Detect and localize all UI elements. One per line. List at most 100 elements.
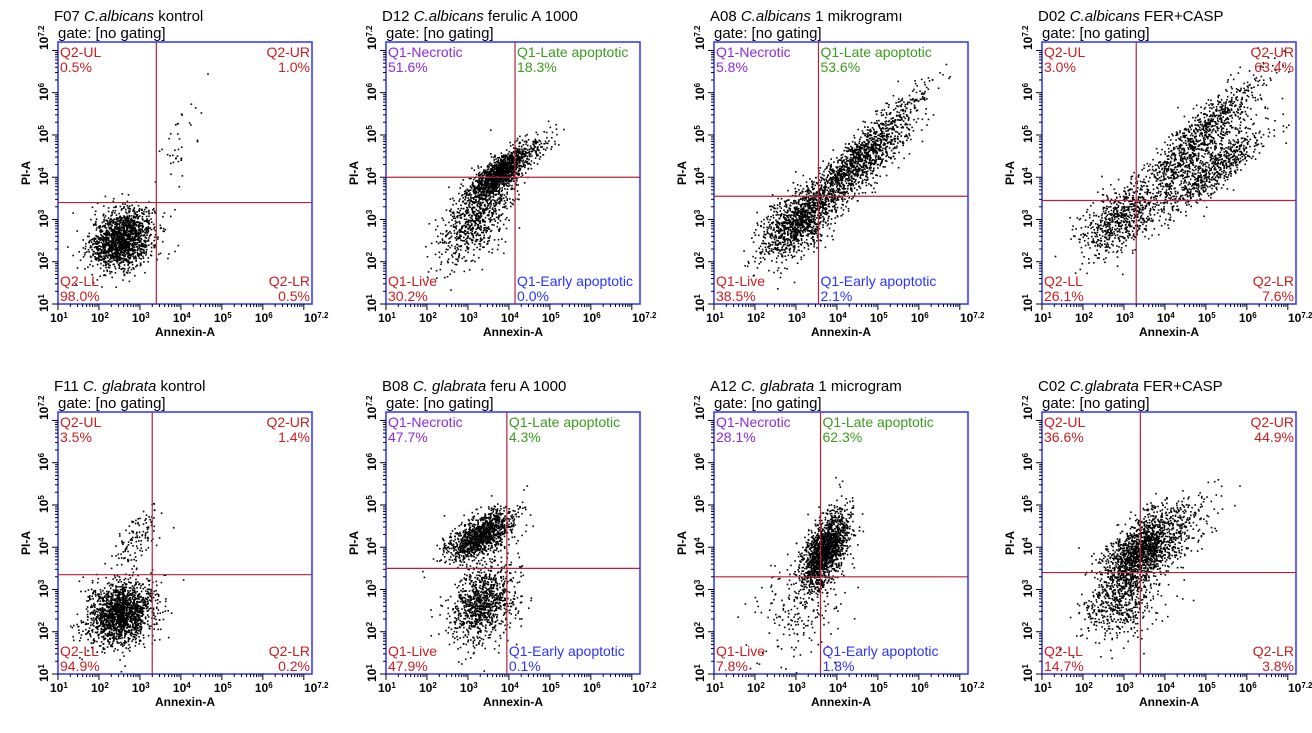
event-dot [476, 196, 478, 198]
event-dot [130, 222, 132, 224]
event-dot [480, 234, 482, 236]
event-dot [783, 209, 785, 211]
event-dot [170, 174, 172, 176]
event-dot [446, 242, 448, 244]
event-dot [110, 254, 112, 256]
event-dot [476, 205, 478, 207]
event-dot [781, 213, 783, 215]
event-dot [522, 140, 524, 142]
event-dot [804, 242, 806, 244]
event-dot [546, 147, 548, 149]
event-dot [545, 141, 547, 143]
event-dot [519, 161, 521, 163]
event-dot [126, 235, 128, 237]
event-dot [466, 238, 468, 240]
event-dot [531, 148, 533, 150]
event-dot [144, 244, 146, 246]
event-dot [129, 258, 131, 260]
event-dot [530, 145, 532, 147]
event-dot [766, 217, 768, 219]
event-dot [468, 206, 470, 208]
event-dot [120, 221, 122, 223]
event-dot [500, 160, 502, 162]
event-dot [780, 210, 782, 212]
event-dot [125, 216, 127, 218]
event-dot [133, 209, 135, 211]
event-dot [497, 161, 499, 163]
event-dot [808, 248, 810, 250]
event-dot [157, 238, 159, 240]
quadrant-ll-value: 98.0% [60, 288, 100, 304]
event-dot [138, 226, 140, 228]
event-dot [481, 202, 483, 204]
event-dot [776, 240, 778, 242]
event-dot [556, 128, 558, 130]
event-dot [794, 239, 796, 241]
event-dot [469, 238, 471, 240]
event-dot [835, 207, 837, 209]
event-dot [148, 237, 150, 239]
event-dot [446, 249, 448, 251]
event-dot [450, 198, 452, 200]
event-dot [148, 226, 150, 228]
event-dot [474, 192, 476, 194]
event-dot [125, 211, 127, 213]
event-dot [116, 220, 118, 222]
event-dot [487, 179, 489, 181]
quadrant-lr-name: Q2-LR [269, 273, 310, 289]
event-dot [133, 221, 135, 223]
event-dot [478, 221, 480, 223]
event-dot [142, 223, 144, 225]
event-dot [126, 213, 128, 215]
event-dot [478, 212, 480, 214]
event-dot [454, 264, 456, 266]
event-dot [112, 210, 114, 212]
event-dot [524, 162, 526, 164]
event-dot [151, 255, 153, 257]
event-dot [494, 156, 496, 158]
event-dot [804, 247, 806, 249]
event-dot [785, 203, 787, 205]
event-dot [179, 138, 181, 140]
event-dot [511, 161, 513, 163]
event-dot [122, 268, 124, 270]
event-dot [136, 246, 138, 248]
event-dot [504, 173, 506, 175]
event-dot [825, 222, 827, 224]
event-dot [134, 223, 136, 225]
event-dot [507, 188, 509, 190]
y-axis-label: PI-A [347, 161, 361, 185]
event-dot [758, 248, 760, 250]
event-dot [135, 266, 137, 268]
event-dot [522, 160, 524, 162]
event-dot [146, 234, 148, 236]
event-dot [784, 201, 786, 203]
event-dot [814, 217, 816, 219]
event-dot [793, 249, 795, 251]
event-dot [124, 256, 126, 258]
event-dot [492, 192, 494, 194]
event-dot [773, 217, 775, 219]
event-dot [134, 229, 136, 231]
event-dot [122, 217, 124, 219]
event-dot [147, 261, 149, 263]
event-dot [174, 251, 176, 253]
event-dot [523, 150, 525, 152]
event-dot [507, 163, 509, 165]
event-dot [124, 218, 126, 220]
event-dot [459, 198, 461, 200]
event-dot [491, 187, 493, 189]
event-dot [474, 169, 476, 171]
event-dot [88, 249, 90, 251]
event-dot [127, 246, 129, 248]
event-dot [137, 237, 139, 239]
event-dot [129, 272, 131, 274]
event-dot [119, 241, 121, 243]
event-dot [533, 144, 535, 146]
event-dot [121, 261, 123, 263]
event-dot [467, 242, 469, 244]
event-dot [476, 219, 478, 221]
event-dot [496, 190, 498, 192]
event-dot [483, 246, 485, 248]
event-dot [103, 253, 105, 255]
